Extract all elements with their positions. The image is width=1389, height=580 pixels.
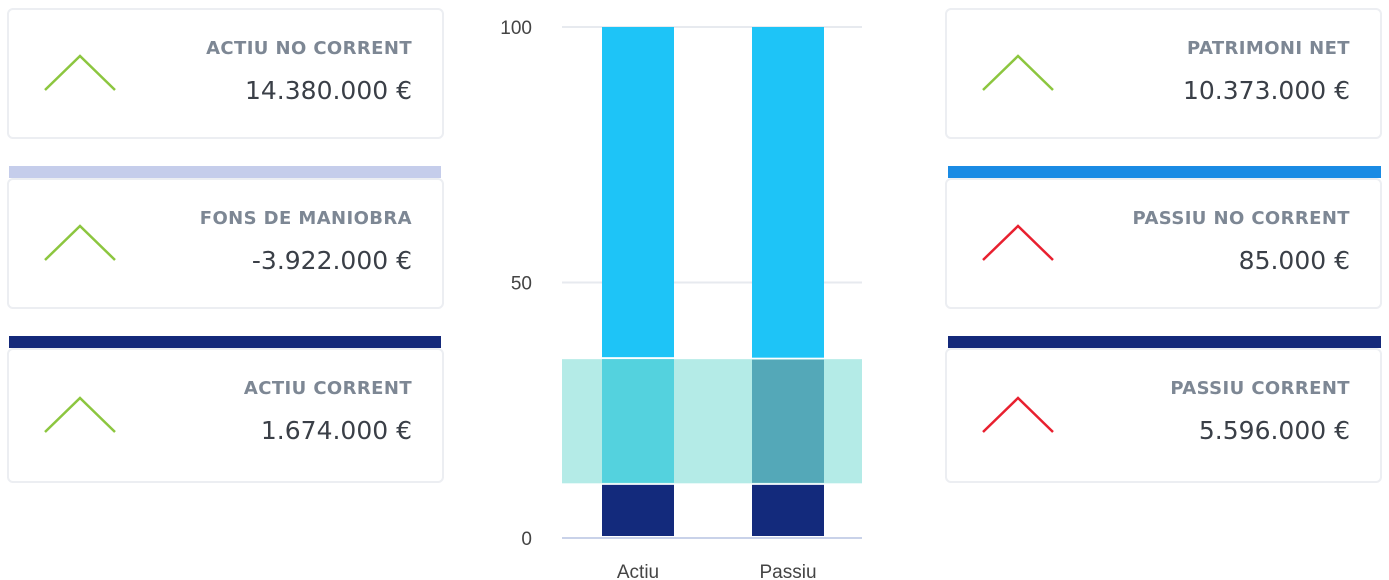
passiu-no-corrent-accent-bar	[948, 166, 1381, 178]
bar-segment	[602, 484, 674, 536]
card-value: -3.922.000 €	[251, 246, 412, 275]
card-value: 5.596.000 €	[1198, 416, 1350, 445]
card-label: ACTIU NO CORRENT	[206, 38, 412, 59]
card-value: 14.380.000 €	[245, 76, 412, 105]
card-value: 85.000 €	[1238, 246, 1350, 275]
bar-segment	[752, 27, 824, 358]
x-category-label: Actiu	[617, 562, 659, 580]
card-fons-de-maniobra: FONS DE MANIOBRA -3.922.000 €	[7, 178, 444, 309]
card-label: PATRIMONI NET	[1187, 38, 1350, 59]
card-actiu-no-corrent: ACTIU NO CORRENT 14.380.000 €	[7, 8, 444, 139]
actiu-corrent-accent-bar	[9, 336, 441, 348]
trend-down-icon	[982, 224, 1054, 261]
card-passiu-no-corrent: PASSIU NO CORRENT 85.000 €	[945, 178, 1382, 309]
trend-up-icon	[44, 54, 116, 91]
highlight-band	[562, 359, 862, 484]
card-actiu-corrent: ACTIU CORRENT 1.674.000 €	[7, 348, 444, 483]
trend-down-icon	[982, 396, 1054, 433]
card-label: ACTIU CORRENT	[243, 378, 412, 399]
y-tick-label: 50	[511, 274, 532, 295]
bar-segment	[752, 484, 824, 536]
card-value: 10.373.000 €	[1183, 76, 1350, 105]
y-tick-label: 0	[521, 529, 532, 550]
card-value: 1.674.000 €	[260, 416, 412, 445]
trend-up-icon	[44, 224, 116, 261]
x-category-label: Passiu	[759, 562, 816, 580]
card-label: FONS DE MANIOBRA	[199, 208, 412, 229]
passiu-corrent-accent-bar	[948, 336, 1381, 348]
trend-up-icon	[44, 396, 116, 433]
fons-de-maniobra-accent-bar	[9, 166, 441, 178]
y-tick-label: 100	[500, 18, 532, 39]
trend-up-icon	[982, 54, 1054, 91]
card-passiu-corrent: PASSIU CORRENT 5.596.000 €	[945, 348, 1382, 483]
bar-segment	[602, 27, 674, 358]
card-patrimoni-net: PATRIMONI NET 10.373.000 €	[945, 8, 1382, 139]
card-label: PASSIU CORRENT	[1170, 378, 1350, 399]
card-label: PASSIU NO CORRENT	[1132, 208, 1350, 229]
balance-stacked-bar-chart: 0 50 100 Actiu Passiu	[500, 18, 862, 580]
